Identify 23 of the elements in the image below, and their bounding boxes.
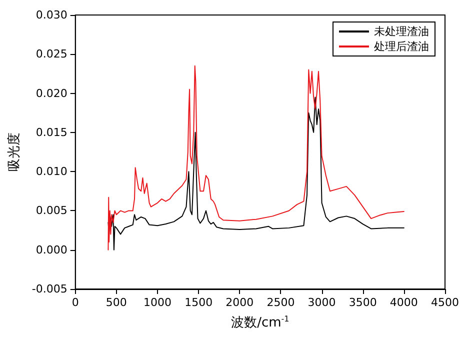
y-tick-label: 0.025 [36, 48, 68, 61]
y-tick-label: 0.000 [36, 243, 68, 256]
y-tick-label: -0.005 [32, 282, 68, 296]
line-series [108, 65, 404, 250]
y-tick-label: 0.020 [36, 86, 68, 100]
x-tick-label: 3500 [348, 296, 377, 309]
y-tick-label: 0.015 [36, 126, 68, 139]
x-tick-label: 3000 [308, 296, 336, 309]
x-tick-label: 0 [72, 296, 79, 309]
y-axis-title: 吸光度 [6, 132, 22, 172]
x-tick-label: 4000 [390, 296, 418, 309]
x-tick-label: 2000 [226, 296, 254, 309]
y-tick-label: 0.005 [36, 204, 68, 218]
x-tick-label: 1500 [184, 296, 213, 309]
line-series [108, 96, 404, 250]
y-tick-label: 0.030 [36, 8, 68, 22]
legend-label: 未处理渣油 [374, 25, 429, 38]
x-tick-label: 4500 [431, 296, 459, 309]
x-tick-label: 500 [106, 296, 127, 309]
x-tick-label: 2500 [266, 296, 295, 309]
x-tick-label: 1000 [144, 296, 172, 309]
y-tick-label: 0.010 [36, 165, 68, 178]
legend-label: 处理后渣油 [374, 40, 429, 53]
